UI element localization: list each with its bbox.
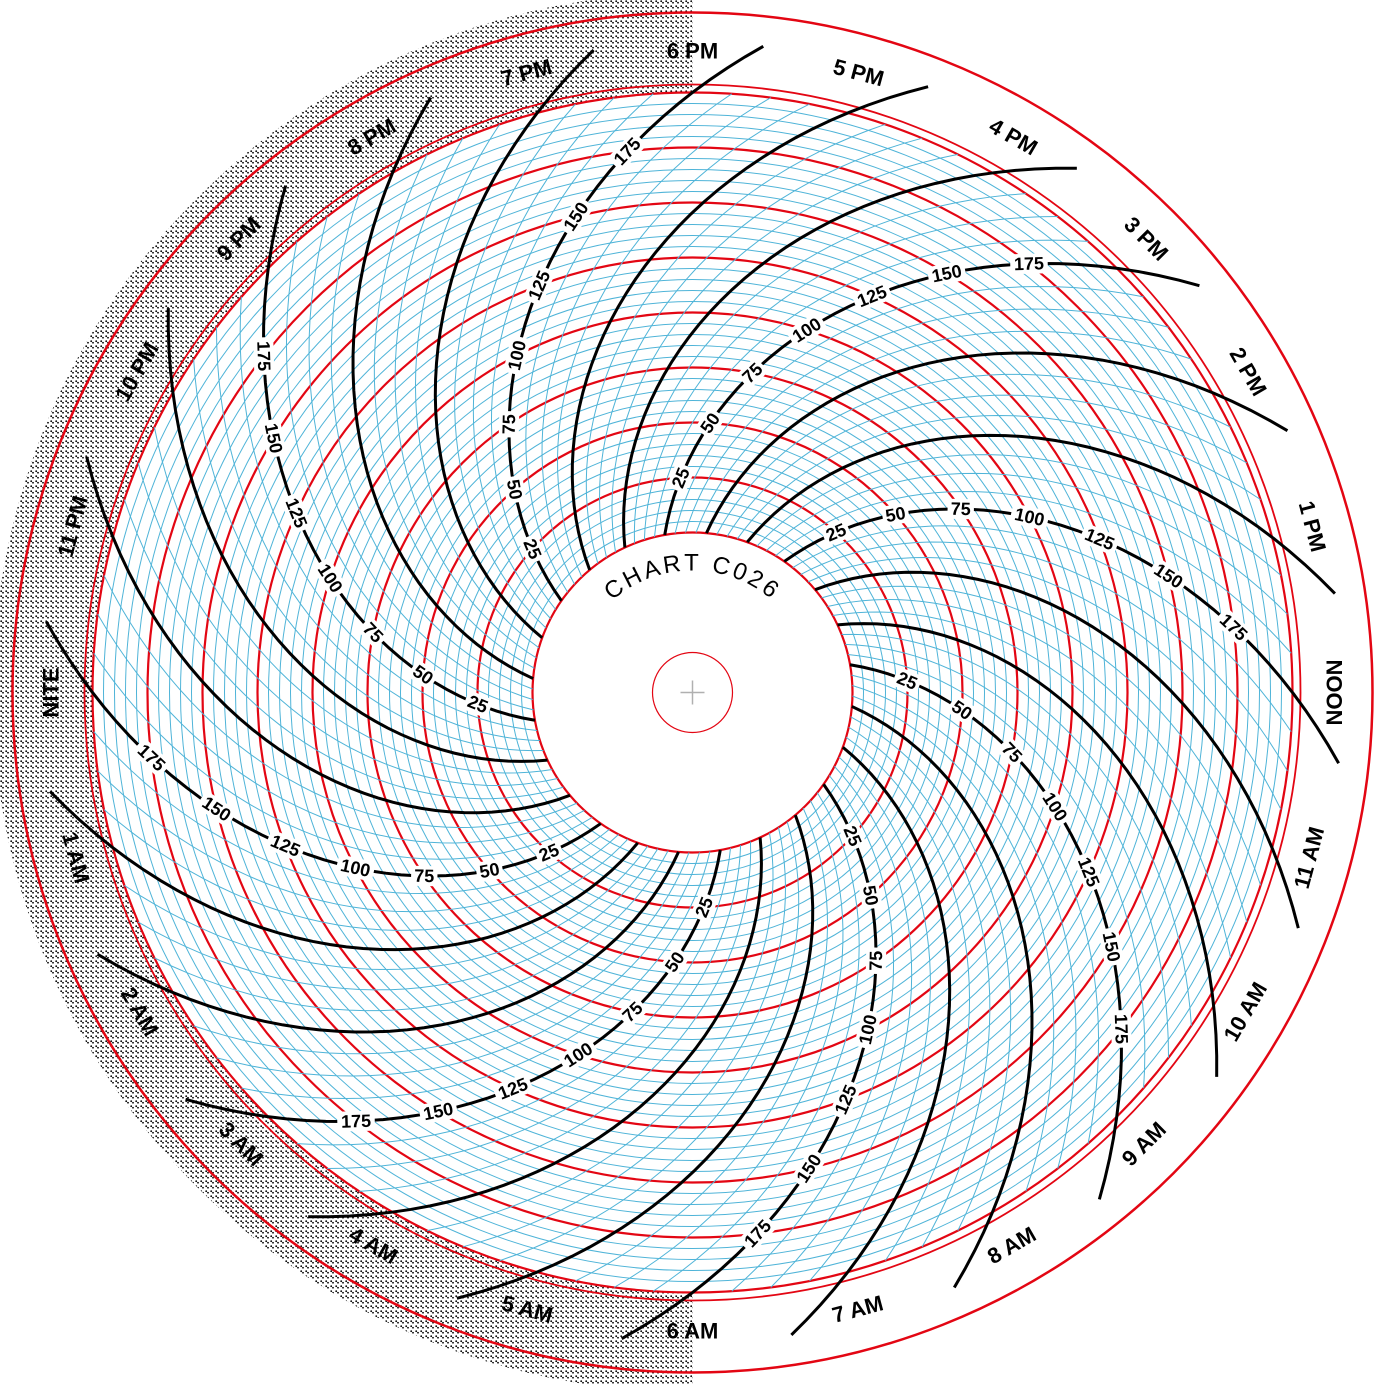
circular-chart: NOON1 PM2 PM3 PM4 PM5 PM6 PM7 PM8 PM9 PM… xyxy=(0,0,1385,1385)
hour-label: 6 AM xyxy=(667,1318,719,1343)
value-label: 50 xyxy=(478,859,501,882)
value-label: 175 xyxy=(1014,253,1045,274)
hour-label: NITE xyxy=(38,667,63,717)
value-label: 75 xyxy=(951,499,971,519)
hour-label: NOON xyxy=(1322,660,1347,726)
value-label: 50 xyxy=(884,503,907,526)
value-label: 175 xyxy=(253,341,274,372)
value-label: 175 xyxy=(1111,1014,1132,1045)
value-label: 75 xyxy=(866,951,886,971)
hour-label: 6 PM xyxy=(667,38,718,63)
value-label: 75 xyxy=(499,414,519,434)
value-label: 50 xyxy=(859,884,882,907)
value-label: 175 xyxy=(341,1111,372,1132)
value-label: 50 xyxy=(503,478,526,501)
value-label: 75 xyxy=(414,866,434,886)
